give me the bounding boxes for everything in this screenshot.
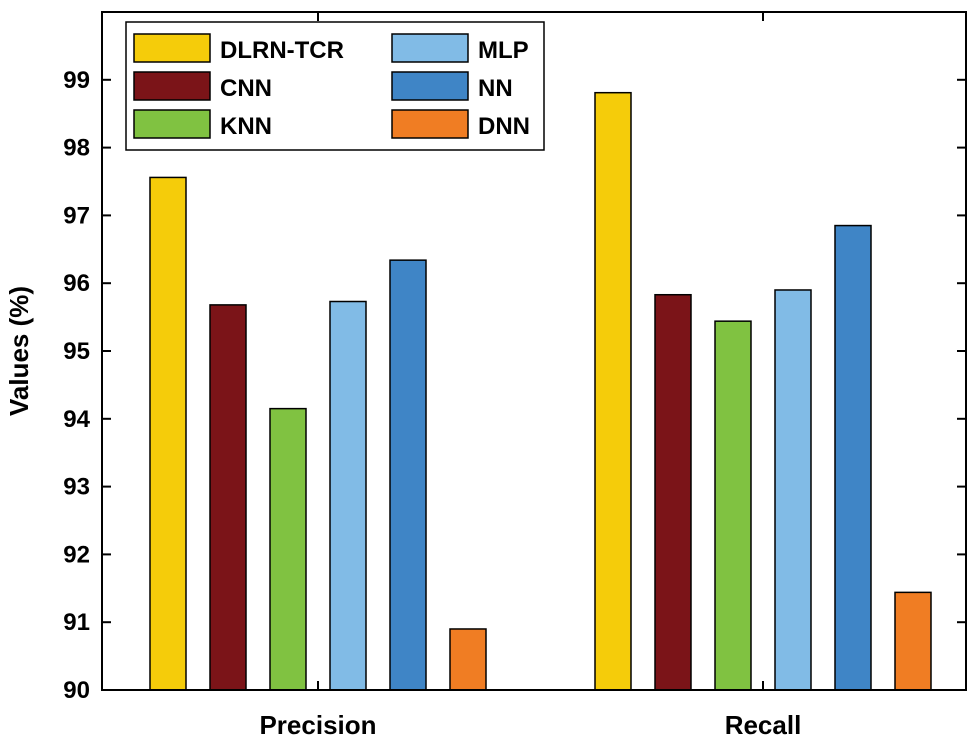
legend-swatch-mlp [391, 33, 469, 63]
legend: DLRN-TCR MLP CNN NN KNN DNN [125, 21, 545, 151]
x-axis: Precision Recall [259, 12, 801, 740]
x-tick-label-precision: Precision [259, 710, 376, 740]
bar-mlp-precision [329, 300, 367, 691]
y-tick-label: 92 [63, 541, 90, 568]
y-tick-label: 95 [63, 338, 90, 365]
legend-label-dnn: DNN [478, 113, 530, 140]
x-tick-label-recall: Recall [725, 710, 802, 740]
y-tick-label: 93 [63, 474, 90, 501]
y-tick-label: 91 [63, 609, 90, 636]
bar-knn-precision [269, 407, 307, 691]
y-tick-label: 90 [63, 677, 90, 704]
bar-dlrn-tcr-recall [594, 91, 632, 691]
legend-label-knn: KNN [220, 113, 272, 140]
y-axis-label: Values (%) [4, 286, 34, 416]
bar-mlp-recall [774, 289, 812, 691]
legend-swatch-dnn [391, 109, 469, 139]
bar-nn-precision [389, 259, 427, 691]
legend-swatch-nn [391, 71, 469, 101]
bar-nn-recall [834, 224, 872, 691]
legend-label-dlrn-tcr: DLRN-TCR [220, 37, 344, 64]
y-tick-label: 97 [63, 202, 90, 229]
bar-dlrn-tcr-precision [149, 176, 187, 691]
y-tick-label: 99 [63, 67, 90, 94]
bars-group [149, 91, 932, 691]
legend-swatch-cnn [133, 71, 211, 101]
legend-label-mlp: MLP [478, 37, 529, 64]
bar-dnn-recall [894, 591, 932, 691]
bar-cnn-precision [209, 304, 247, 691]
legend-swatch-knn [133, 109, 211, 139]
legend-swatch-dlrn-tcr [133, 33, 211, 63]
bar-knn-recall [714, 320, 752, 691]
y-tick-label: 94 [63, 406, 90, 433]
y-tick-label: 98 [63, 135, 90, 162]
y-tick-label: 96 [63, 270, 90, 297]
bar-dnn-precision [449, 628, 487, 691]
y-axis: 90 91 92 93 94 95 96 97 98 99 [63, 67, 966, 704]
legend-label-cnn: CNN [220, 75, 272, 102]
legend-label-nn: NN [478, 75, 513, 102]
bar-cnn-recall [654, 293, 692, 691]
